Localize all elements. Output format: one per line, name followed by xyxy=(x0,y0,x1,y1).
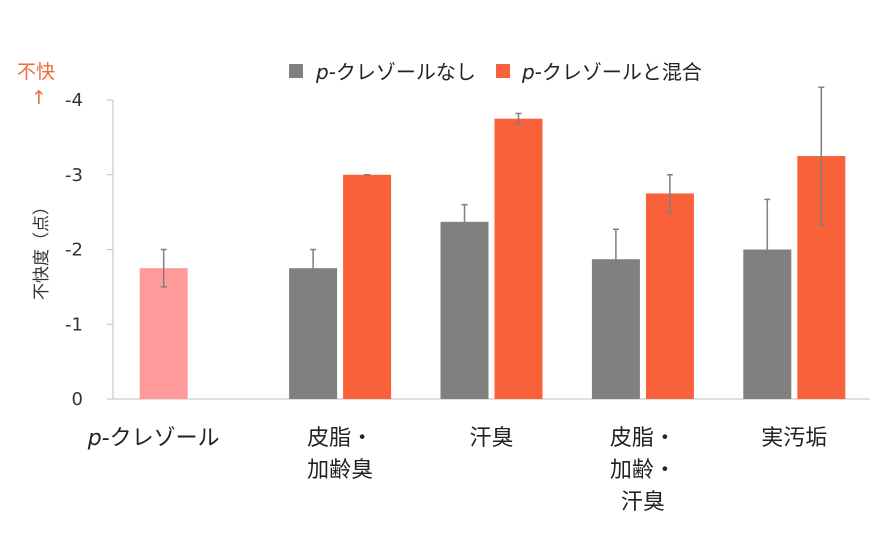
bar-mixed xyxy=(343,174,392,399)
legend-label-orange: p-クレゾールと混合 xyxy=(521,60,702,84)
bar-reference xyxy=(139,268,188,399)
category-label-line: 加齢臭 xyxy=(307,458,373,483)
bar-without xyxy=(440,221,489,399)
bars xyxy=(139,118,846,399)
category-label-line: 皮脂・ xyxy=(307,426,373,451)
y-tick-label: -4 xyxy=(65,90,83,111)
category-label-italic-prefix: p xyxy=(87,426,102,451)
legend-swatch-gray xyxy=(289,64,303,78)
category-label-line: 汗臭 xyxy=(469,426,513,451)
discomfort-direction-label: 不快 xyxy=(17,61,55,83)
category-label-line: 加齢・ xyxy=(610,458,676,483)
y-axis-label: 不快度（点） xyxy=(32,198,52,300)
y-tick-label: -3 xyxy=(65,165,83,186)
bar-mixed xyxy=(645,193,694,399)
y-tick-label: -2 xyxy=(65,240,83,261)
category-label: 汗臭 xyxy=(469,426,513,451)
legend: p-クレゾールなし p-クレゾールと混合 xyxy=(289,60,702,84)
category-label-line: 実汚垢 xyxy=(761,426,827,451)
category-label-line: 汗臭 xyxy=(621,490,665,515)
category-label: 皮脂・加齢臭 xyxy=(307,426,373,483)
error-bars xyxy=(160,86,825,301)
category-label-line: p-クレゾール xyxy=(87,426,220,451)
y-tick-label: 0 xyxy=(72,389,83,410)
legend-swatch-orange xyxy=(496,64,510,78)
category-label: 実汚垢 xyxy=(761,426,827,451)
category-label: p-クレゾール xyxy=(87,426,220,451)
category-label-line: 皮脂・ xyxy=(610,426,676,451)
bar-without xyxy=(289,268,338,399)
discomfort-direction-arrow: ↑ xyxy=(31,87,47,109)
bar-mixed xyxy=(494,118,543,399)
y-tick-label: -1 xyxy=(65,314,83,335)
y-axis-ticks: 0 -1 -2 -3 -4 xyxy=(65,90,113,410)
legend-label-gray: p-クレゾールなし xyxy=(315,60,476,84)
category-label: 皮脂・加齢・汗臭 xyxy=(610,426,676,515)
